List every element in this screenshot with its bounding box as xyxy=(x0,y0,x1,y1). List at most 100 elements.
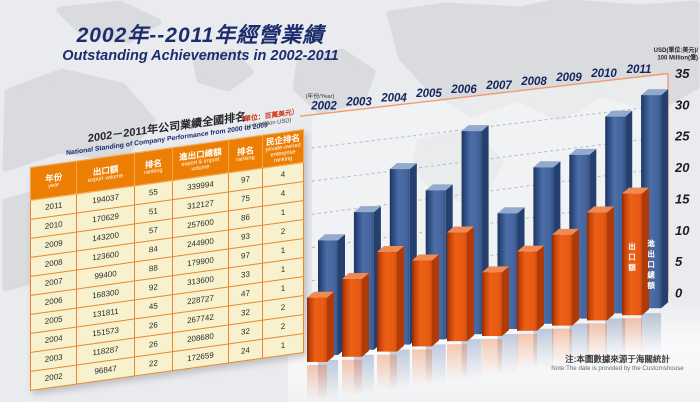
axis-tick-label: 15 xyxy=(675,191,690,206)
bar-export-2006 xyxy=(447,226,474,342)
bar-export-2010-top xyxy=(587,206,614,213)
year-label: 2005 xyxy=(415,88,442,100)
axis-tick-label: 10 xyxy=(675,223,690,238)
bar-total-2010-top xyxy=(605,110,633,117)
bar-export-2003-side xyxy=(362,273,369,357)
axis-tick-label: 30 xyxy=(675,97,690,112)
bar-export-2004-side xyxy=(397,246,404,352)
bar-export-2008-front xyxy=(517,251,537,331)
column-header: 排名 ranking xyxy=(228,135,263,173)
bar-total-2006-top xyxy=(461,125,489,132)
year-label: 2006 xyxy=(450,84,477,96)
bar-export-2007-top xyxy=(482,266,509,273)
chart-frame-top xyxy=(299,72,669,117)
bar-export-2011 xyxy=(622,187,649,316)
bar-reflection xyxy=(569,323,590,364)
axis-tick-label: 25 xyxy=(674,129,690,144)
bar-total-2005-top xyxy=(425,184,453,191)
x-axis: 2002 2003 2004 2005 2006 2007 2008 2009 2010 2011… xyxy=(306,64,652,113)
bar-export-2009-front xyxy=(552,234,572,326)
bar-total-2009-top xyxy=(569,148,597,155)
bar-export-2003-front xyxy=(342,279,362,357)
y-axis-unit-label: USD(單位:美元)/100 Million(億) xyxy=(654,46,699,62)
y-axis: 0 5 10 15 20 25 30 35 xyxy=(674,66,690,301)
bar-reflection xyxy=(533,328,554,369)
bar-label-total: 進出口總額 xyxy=(646,238,655,290)
bar-export-2008-top xyxy=(517,245,544,252)
bar-export-2006-side xyxy=(467,226,474,342)
year-label: 2011 xyxy=(626,64,652,76)
year-label: 2002 xyxy=(310,100,337,112)
performance-table: 年份 year 出口額 export volume 排名 ranking 進出口總額 expo… xyxy=(30,128,304,391)
bar-total-2007-top xyxy=(497,207,525,214)
bar-export-2006-top xyxy=(447,226,474,233)
bar-reflection xyxy=(517,333,537,370)
bar-export-2007 xyxy=(482,266,509,336)
bar-export-2002-side xyxy=(327,291,334,362)
bar-total-2002-top xyxy=(318,234,345,241)
chart-note: 注:本圖數據來源于海關統計 Note:The date is provided … xyxy=(530,354,700,373)
bar-export-2002-top xyxy=(307,291,334,298)
page-title-zh: 2002年--2011年經營業績 xyxy=(76,24,325,47)
bar-reflection xyxy=(497,334,518,374)
year-label: 2010 xyxy=(590,68,617,80)
bar-reflection xyxy=(342,359,362,396)
bar-total-2004-top xyxy=(389,163,417,170)
y-axis-unit-line: 100 Million(億) xyxy=(657,54,698,62)
chart-note-zh: 注:本圖數據來源于海關統計 xyxy=(565,354,670,364)
bar-export-2004-front xyxy=(377,252,397,352)
year-label: 2004 xyxy=(380,92,407,104)
bar-export-2002-front xyxy=(307,297,327,362)
bar-export-2004-top xyxy=(377,246,404,253)
bar-export-2009-top xyxy=(552,228,579,235)
bar-reflection xyxy=(552,328,572,365)
table-cell: 24 xyxy=(228,338,263,363)
column-header: 排名 ranking xyxy=(134,147,173,186)
bar-export-2011-top xyxy=(622,187,649,194)
axis-tick-label: 35 xyxy=(675,66,690,81)
bar-total-2008-top xyxy=(533,161,561,168)
bar-label-export: 出口額 xyxy=(627,241,636,272)
bar-export-2009 xyxy=(552,228,579,326)
bar-export-2005-side xyxy=(432,254,439,347)
bar-export-2003-top xyxy=(342,273,369,280)
bar-export-2007-side xyxy=(502,266,509,336)
bar-export-2005-front xyxy=(412,260,432,347)
bar-reflection xyxy=(605,318,626,359)
bar-reflection xyxy=(641,313,662,354)
bar-total-2011-side xyxy=(661,89,669,309)
bar-export-2010 xyxy=(587,206,614,321)
year-label: 2009 xyxy=(555,72,582,84)
bar-export-2006-front xyxy=(447,232,467,342)
bar-export-2005-top xyxy=(412,254,439,261)
page-title: 2002年--2011年經營業績 Outstanding Achievement… xyxy=(28,24,373,64)
bar-reflection xyxy=(307,365,327,401)
bar-export-2007-front xyxy=(482,272,502,336)
bar-export-2008-side xyxy=(537,245,544,331)
bar-export-2002 xyxy=(307,291,334,362)
bar-total-2003-top xyxy=(353,206,381,213)
year-label: 2003 xyxy=(345,96,372,108)
bar-series-labels: 出口額 進出口總額 xyxy=(627,238,655,290)
bar-reflection xyxy=(447,344,467,381)
bar-export-2008 xyxy=(517,245,544,331)
bar-export-2003 xyxy=(342,273,369,357)
x-axis-unit-label: (年份/Year) xyxy=(306,92,335,100)
bar-reflection xyxy=(482,339,502,375)
chart-note-en: Note:The date is provided by the Customs… xyxy=(551,365,684,373)
axis-tick-label: 0 xyxy=(675,286,683,301)
bar-export-2011-front xyxy=(622,193,642,316)
bar-export-2010-front xyxy=(587,212,607,321)
bar-export-2010-side xyxy=(607,206,614,321)
bar-export-2004 xyxy=(377,246,404,352)
y-axis-unit-line: USD(單位:美元)/ xyxy=(654,46,699,54)
year-label: 2007 xyxy=(485,80,512,92)
page-title-en: Outstanding Achievements in 2002-2011 xyxy=(62,47,339,64)
bar-export-2005 xyxy=(412,254,439,347)
performance-table-group: （單位：百萬美元） (unit: Million USD) 2002－2011年… xyxy=(30,78,304,391)
bars xyxy=(307,89,669,401)
bar-reflection xyxy=(622,318,642,355)
year-label: 2008 xyxy=(520,76,547,88)
